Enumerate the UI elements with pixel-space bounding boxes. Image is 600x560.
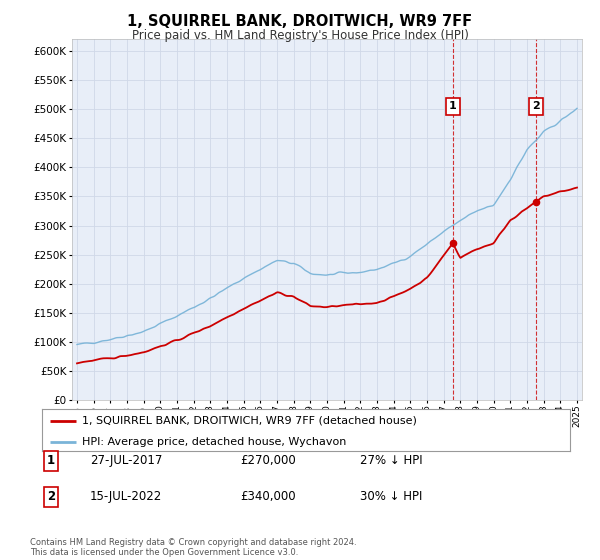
Point <box>448 239 458 248</box>
Text: HPI: Average price, detached house, Wychavon: HPI: Average price, detached house, Wych… <box>82 437 346 446</box>
Text: 1: 1 <box>449 101 457 111</box>
Text: 1, SQUIRREL BANK, DROITWICH, WR9 7FF (detached house): 1, SQUIRREL BANK, DROITWICH, WR9 7FF (de… <box>82 416 416 426</box>
Text: Price paid vs. HM Land Registry's House Price Index (HPI): Price paid vs. HM Land Registry's House … <box>131 29 469 42</box>
Text: £270,000: £270,000 <box>240 454 296 468</box>
Text: 1, SQUIRREL BANK, DROITWICH, WR9 7FF: 1, SQUIRREL BANK, DROITWICH, WR9 7FF <box>127 14 473 29</box>
Text: Contains HM Land Registry data © Crown copyright and database right 2024.
This d: Contains HM Land Registry data © Crown c… <box>30 538 356 557</box>
Text: 1: 1 <box>47 454 55 468</box>
Text: £340,000: £340,000 <box>240 490 296 503</box>
Text: 2: 2 <box>532 101 540 111</box>
Text: 27% ↓ HPI: 27% ↓ HPI <box>360 454 422 468</box>
Text: 15-JUL-2022: 15-JUL-2022 <box>90 490 162 503</box>
Text: 27-JUL-2017: 27-JUL-2017 <box>90 454 163 468</box>
Text: 30% ↓ HPI: 30% ↓ HPI <box>360 490 422 503</box>
Text: 2: 2 <box>47 490 55 503</box>
Point <box>531 198 541 207</box>
